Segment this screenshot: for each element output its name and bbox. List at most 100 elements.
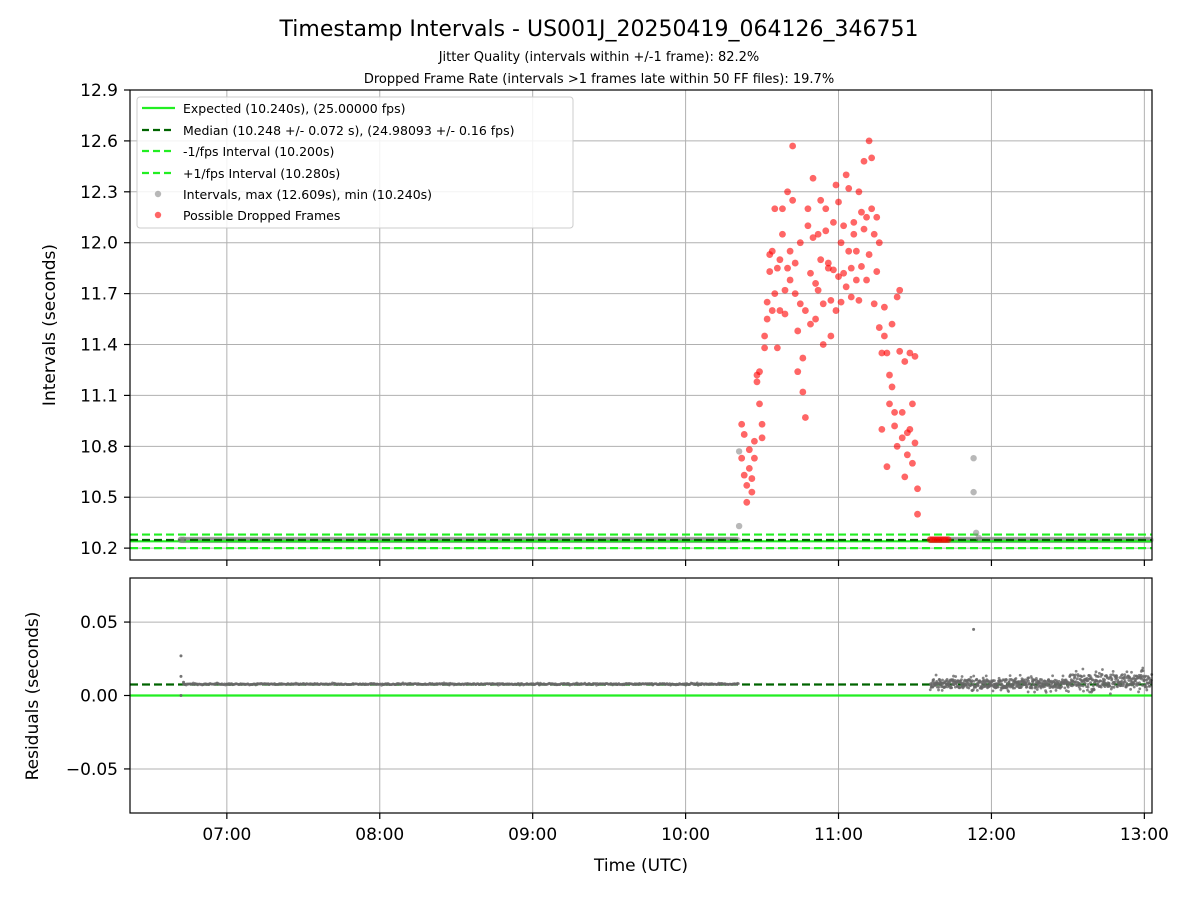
residual-point <box>1138 681 1141 685</box>
dropped-frame-point <box>789 142 797 150</box>
residual-point <box>940 688 944 692</box>
residual-point <box>1141 669 1145 673</box>
y-tick-label-bottom: 0.05 <box>80 613 118 633</box>
dropped-frame-point <box>865 251 873 258</box>
y-tick-label-bottom: −0.05 <box>66 760 118 780</box>
residual-point <box>1082 674 1086 678</box>
residual-point <box>179 674 183 678</box>
dropped-frame-point <box>812 280 819 287</box>
dropped-frame-point <box>896 286 904 294</box>
residual-point <box>1061 674 1065 678</box>
residual-point <box>1040 678 1043 682</box>
dropped-frame-point <box>773 264 781 272</box>
residual-point <box>944 685 947 689</box>
intervals-y-ticks: 10.2 10.5 10.8 11.1 11.4 11.7 12.0 12.3 12.6 12.9 <box>80 81 130 559</box>
dropped-frame-point <box>842 171 850 179</box>
residual-point <box>971 682 975 686</box>
dropped-frame-point <box>896 347 904 355</box>
residual-point <box>1086 688 1089 692</box>
residual-point <box>937 685 941 689</box>
residual-point <box>1086 685 1090 689</box>
residual-point <box>1008 674 1012 678</box>
dropped-frame-point <box>751 454 758 462</box>
dropped-frame-point <box>847 264 855 272</box>
dropped-frame-point <box>909 459 916 467</box>
dropped-frame-point <box>842 283 850 291</box>
intervals-axes-frame <box>129 89 1153 561</box>
residual-point <box>975 677 979 681</box>
x-tick-label: 12:00 <box>967 825 1016 845</box>
dropped-frame-point <box>812 315 819 323</box>
x-tick-label: 09:00 <box>508 825 557 845</box>
dropped-frame-point <box>751 437 758 445</box>
dropped-frame-point <box>888 320 896 328</box>
residual-point <box>971 688 975 692</box>
dropped-frame-point <box>771 290 779 298</box>
residual-point <box>1013 686 1017 690</box>
interval-point <box>180 536 187 543</box>
residual-point <box>1116 685 1119 689</box>
dropped-frame-point <box>766 268 774 275</box>
dropped-frame-point <box>852 276 860 284</box>
legend-item-intervals: Intervals, max (12.609s), min (10.240s) <box>183 187 432 202</box>
dropped-frame-point <box>870 300 878 308</box>
residual-point <box>969 684 973 687</box>
residual-point <box>1030 686 1034 690</box>
x-tick-label: 11:00 <box>814 825 863 845</box>
residual-point <box>1094 670 1098 674</box>
y-tick-label-bottom: 0.00 <box>80 687 118 707</box>
residual-point <box>1083 682 1087 685</box>
dropped-frame-point <box>911 439 919 447</box>
residual-point <box>1138 687 1142 691</box>
dropped-frame-point <box>880 303 888 311</box>
residual-point <box>1081 667 1085 671</box>
residual-point <box>1026 690 1030 694</box>
dropped-frame-point <box>791 290 799 298</box>
dropped-frame-point <box>893 293 901 301</box>
residual-point <box>967 686 971 690</box>
residual-point <box>1089 676 1093 680</box>
residual-point <box>1064 689 1068 693</box>
residual-point <box>1132 685 1136 689</box>
dropped-frame-point <box>768 307 776 314</box>
dropped-frame-point <box>763 315 771 323</box>
dropped-frame-point <box>850 230 858 238</box>
residual-point <box>972 627 976 631</box>
dropped-frame-point <box>903 451 911 459</box>
residual-point <box>936 682 940 686</box>
dropped-frame-point <box>886 371 893 379</box>
dropped-frame-point <box>909 400 916 408</box>
dropped-frame-point <box>794 327 802 335</box>
dropped-frame-point <box>817 256 825 264</box>
dropped-frame-point <box>891 422 898 430</box>
residual-point <box>1110 677 1114 681</box>
dropped-frame-point <box>809 234 817 242</box>
dropped-frame-point <box>776 307 784 314</box>
dropped-frame-point <box>799 388 807 396</box>
residual-point <box>1080 675 1084 679</box>
dropped-frame-point <box>743 498 751 506</box>
residual-point <box>1120 673 1124 677</box>
residual-point <box>1044 690 1048 694</box>
residual-point <box>969 675 973 679</box>
x-tick-label: 07:00 <box>202 825 251 845</box>
dropped-frame-point <box>773 344 781 352</box>
dropped-frame-point <box>914 510 921 518</box>
dropped-frame-point <box>814 286 822 294</box>
residual-point <box>1123 673 1127 677</box>
residual-point <box>736 682 740 686</box>
residual-point <box>1027 679 1030 683</box>
dropped-frame-point <box>855 296 863 304</box>
residual-point <box>1129 687 1132 691</box>
interval-point <box>972 529 980 537</box>
residual-point <box>1057 683 1061 687</box>
dropped-frame-point <box>832 181 840 189</box>
dropped-frame-point <box>832 307 840 314</box>
dropped-frame-point <box>906 349 914 357</box>
residual-point <box>1139 673 1143 677</box>
dropped-frame-point <box>914 485 921 493</box>
dropped-frame-point <box>901 473 909 481</box>
dropped-frame-point <box>763 298 771 306</box>
dropped-frame-point <box>893 442 901 450</box>
dropped-frame-point <box>837 239 845 247</box>
